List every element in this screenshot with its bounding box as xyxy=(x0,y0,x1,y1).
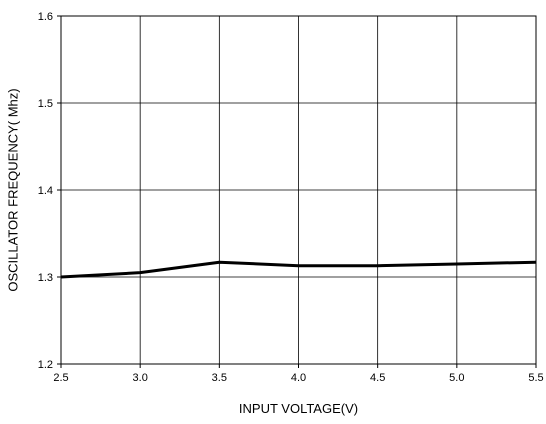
x-axis-ticks: 2.5 3.0 3.5 4.0 4.5 5.0 5.5 xyxy=(53,364,544,384)
x-tick-label: 4.0 xyxy=(291,372,306,384)
grid xyxy=(61,16,536,364)
y-tick-label: 1.4 xyxy=(38,185,53,197)
x-tick-label: 2.5 xyxy=(53,372,68,384)
y-tick-label: 1.3 xyxy=(38,272,53,284)
x-axis-label: INPUT VOLTAGE(V) xyxy=(239,401,358,416)
y-tick-label: 1.5 xyxy=(38,98,53,110)
y-tick-label: 1.2 xyxy=(38,359,53,371)
x-tick-label: 5.0 xyxy=(449,372,464,384)
x-tick-label: 4.5 xyxy=(370,372,385,384)
series-layer xyxy=(60,260,537,279)
y-axis-label: OSCILLATOR FREQUENCY( Mhz) xyxy=(5,88,20,291)
x-tick-label: 3.5 xyxy=(212,372,227,384)
y-axis-ticks: 1.2 1.3 1.4 1.5 1.6 xyxy=(38,11,61,371)
x-tick-label: 3.0 xyxy=(133,372,148,384)
y-tick-label: 1.6 xyxy=(38,11,53,23)
x-tick-label: 5.5 xyxy=(528,372,543,384)
series-line xyxy=(60,260,537,279)
